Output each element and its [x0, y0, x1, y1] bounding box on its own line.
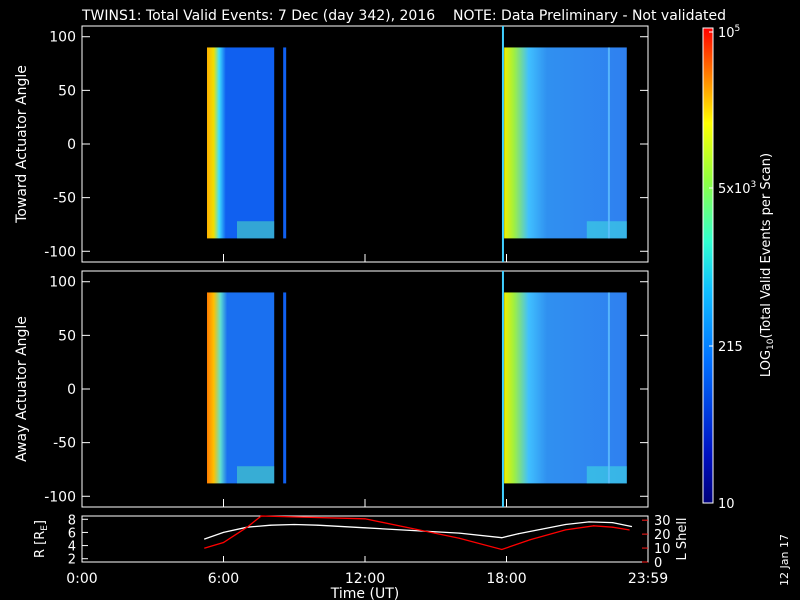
- colorbar-gradient: [702, 27, 714, 504]
- r-axis-label: R [RE]: [33, 520, 50, 558]
- y-tick-label: -100: [44, 244, 76, 260]
- left-tick-label: 6: [68, 526, 76, 541]
- series-point: [541, 528, 543, 530]
- series-point: [458, 532, 460, 534]
- data-block-1: [206, 47, 275, 239]
- preliminary-note: NOTE: Data Preliminary - Not validated: [453, 8, 726, 24]
- lshell-axis-label: L Shell: [675, 517, 690, 560]
- y-tick-label: -100: [44, 489, 76, 505]
- series-point: [564, 523, 567, 526]
- data-block-2-lobe: [586, 221, 627, 239]
- series-point: [317, 524, 319, 526]
- series-point: [204, 547, 206, 549]
- series-point: [293, 523, 295, 526]
- y-tick-label: -50: [53, 191, 76, 207]
- right-tick-label: 0: [654, 556, 662, 571]
- heatmap-panel-1: [81, 25, 649, 263]
- y-axis-label: Toward Actuator Angle: [14, 65, 30, 224]
- colorbar-tick-label: 5x103: [718, 180, 756, 197]
- series-point: [612, 521, 614, 524]
- series-point: [501, 548, 503, 551]
- y-tick-label: -50: [53, 436, 76, 452]
- line-panel: [81, 515, 649, 563]
- y-tick-label: 50: [58, 328, 76, 344]
- x-tick-label: 12:00: [345, 571, 385, 587]
- series-point: [593, 525, 595, 527]
- right-tick-label: 20: [654, 528, 671, 543]
- data-strip: [283, 47, 287, 239]
- data-block-2: [504, 292, 627, 484]
- date-stamp: 12 Jan 17: [778, 534, 791, 586]
- series-point: [411, 527, 413, 530]
- colorbar-tick-label: 10: [718, 497, 735, 512]
- colorbar-tick-label: 215: [718, 340, 743, 355]
- series-point: [564, 529, 567, 531]
- data-strip: [283, 292, 287, 484]
- y-tick-label: 100: [49, 30, 76, 46]
- y-tick-label: 0: [67, 137, 76, 153]
- series-point: [630, 525, 633, 528]
- data-block-2-line: [607, 47, 610, 239]
- colorbar-tick-label: 105: [718, 24, 740, 41]
- left-tick-label: 4: [68, 540, 76, 555]
- y-tick-label: 100: [49, 275, 76, 291]
- plot-title: TWINS1: Total Valid Events: 7 Dec (day 3…: [81, 8, 435, 24]
- left-tick-label: 2: [68, 553, 76, 568]
- series-point: [246, 526, 248, 528]
- x-tick-label: 6:00: [208, 571, 239, 587]
- data-block-1-lobe: [236, 221, 275, 239]
- y-tick-label: 50: [58, 83, 76, 99]
- series-point: [612, 526, 614, 528]
- x-axis-label: Time (UT): [330, 586, 399, 600]
- data-block-2: [504, 47, 627, 239]
- series-point: [364, 518, 366, 520]
- series-point: [517, 533, 519, 535]
- x-tick-label: 23:59: [628, 571, 668, 587]
- y-axis-label: Away Actuator Angle: [14, 316, 30, 462]
- x-tick-label: 0:00: [66, 571, 97, 587]
- heatmap-panel-2: [81, 270, 649, 508]
- right-tick-label: 30: [654, 514, 671, 529]
- series-point: [458, 537, 460, 539]
- data-block-1-lobe: [236, 466, 275, 484]
- series-point: [260, 515, 262, 517]
- series-point: [204, 538, 206, 540]
- series-point: [628, 529, 630, 531]
- x-tick-label: 18:00: [486, 571, 526, 587]
- series-point: [529, 539, 531, 541]
- r-series-line: [204, 521, 632, 540]
- series-point: [270, 524, 272, 526]
- series-point: [364, 527, 366, 529]
- right-tick-label: 10: [654, 542, 671, 557]
- data-block-1: [206, 292, 275, 484]
- data-block-2-lobe: [586, 466, 627, 484]
- left-tick-label: 8: [68, 513, 76, 528]
- line-panel-frame: [81, 515, 649, 563]
- series-point: [588, 521, 590, 523]
- y-tick-label: 0: [67, 382, 76, 398]
- series-point: [222, 541, 225, 544]
- series-point: [222, 531, 225, 534]
- series-point: [411, 529, 413, 532]
- data-block-2-line: [607, 292, 610, 484]
- series-point: [501, 537, 503, 539]
- colorbar: [702, 27, 714, 504]
- colorbar-label: LOG10(Total Valid Events per Scan): [759, 153, 776, 377]
